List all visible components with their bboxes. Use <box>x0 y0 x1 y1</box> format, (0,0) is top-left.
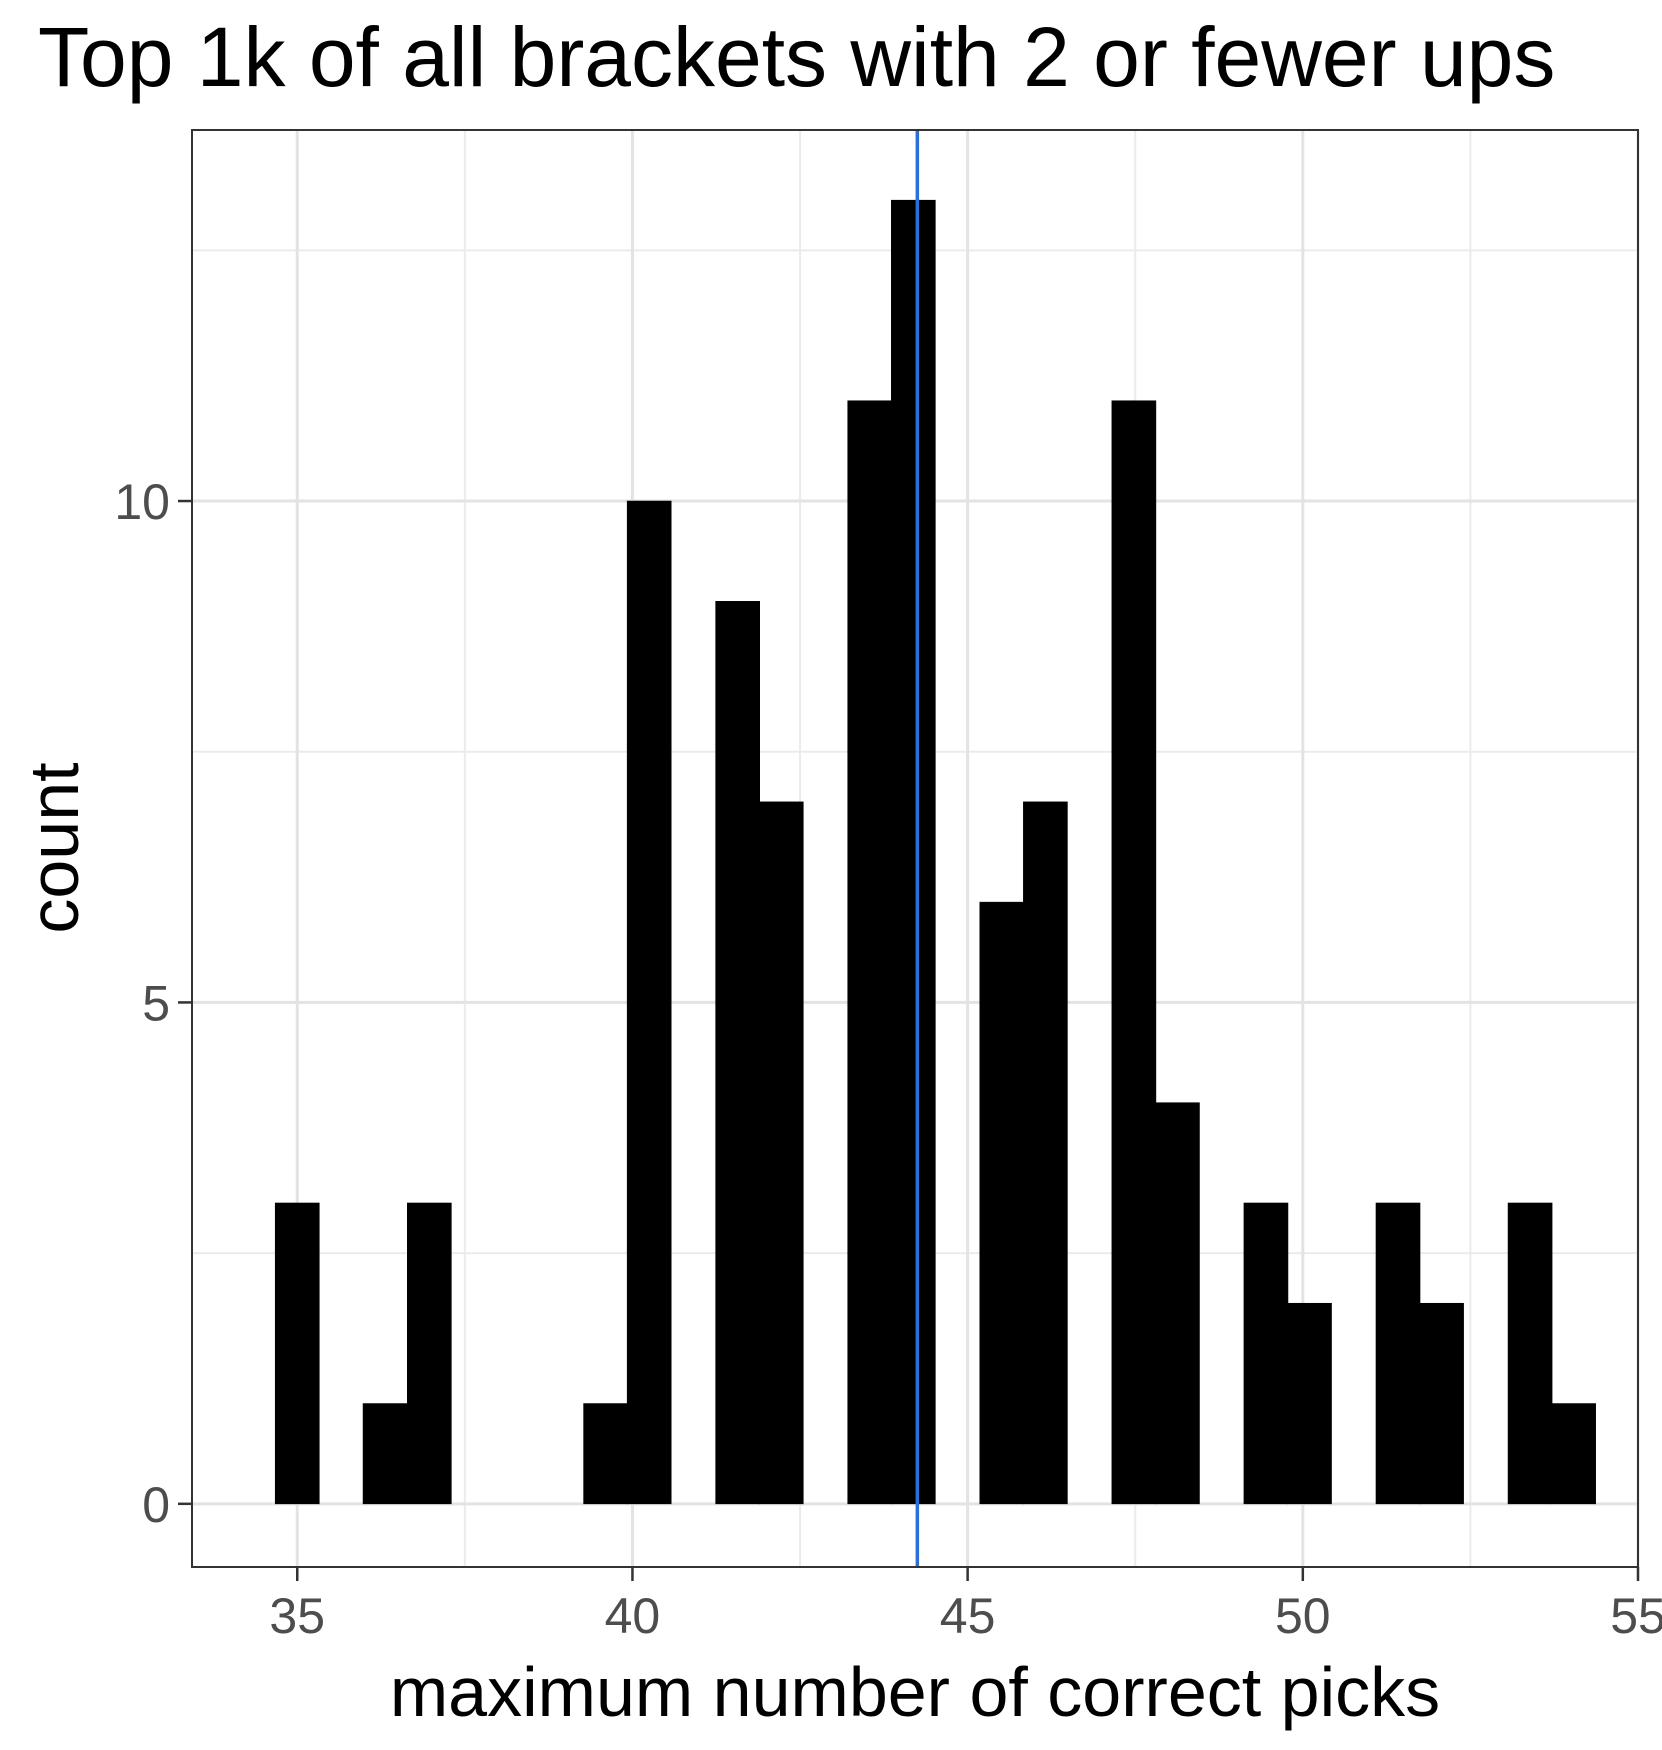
histogram-bar <box>407 1202 452 1505</box>
histogram-bar <box>1551 1403 1596 1505</box>
chart-title: Top 1k of all brackets with 2 or fewer u… <box>38 10 1555 104</box>
histogram-bar <box>847 400 893 1505</box>
histogram-bar <box>1375 1202 1421 1505</box>
x-tick-label: 45 <box>940 1588 996 1644</box>
histogram-bar <box>583 1403 628 1505</box>
histogram-bar <box>1287 1302 1332 1505</box>
histogram-bar <box>1155 1102 1200 1505</box>
plot-border <box>191 129 1639 1568</box>
histogram-bar <box>274 1202 320 1505</box>
histogram-bar <box>891 199 936 1505</box>
y-axis-ticks: 0 5 10 <box>114 474 192 1533</box>
histogram-bars <box>274 199 1596 1505</box>
histogram-bar <box>1023 801 1068 1505</box>
histogram-bar <box>1111 400 1157 1505</box>
x-tick-label: 55 <box>1610 1588 1662 1644</box>
y-axis-title: count <box>15 762 93 933</box>
histogram-bar <box>362 1403 408 1505</box>
x-tick-label: 40 <box>605 1588 661 1644</box>
histogram-bar <box>979 901 1025 1505</box>
x-tick-label: 35 <box>269 1588 325 1644</box>
y-tick-label: 5 <box>142 975 170 1031</box>
x-axis-ticks: 35 40 45 50 55 <box>269 1567 1662 1644</box>
histogram-bar <box>1419 1302 1464 1505</box>
y-tick-label: 10 <box>114 474 170 530</box>
histogram-bar <box>715 601 760 1505</box>
histogram-bar <box>1243 1202 1289 1505</box>
y-tick-label: 0 <box>142 1477 170 1533</box>
histogram-bar <box>626 500 672 1505</box>
histogram-bar <box>1507 1202 1553 1505</box>
histogram-bar <box>758 801 804 1505</box>
x-axis-title: maximum number of correct picks <box>390 1653 1440 1731</box>
x-tick-label: 50 <box>1275 1588 1331 1644</box>
